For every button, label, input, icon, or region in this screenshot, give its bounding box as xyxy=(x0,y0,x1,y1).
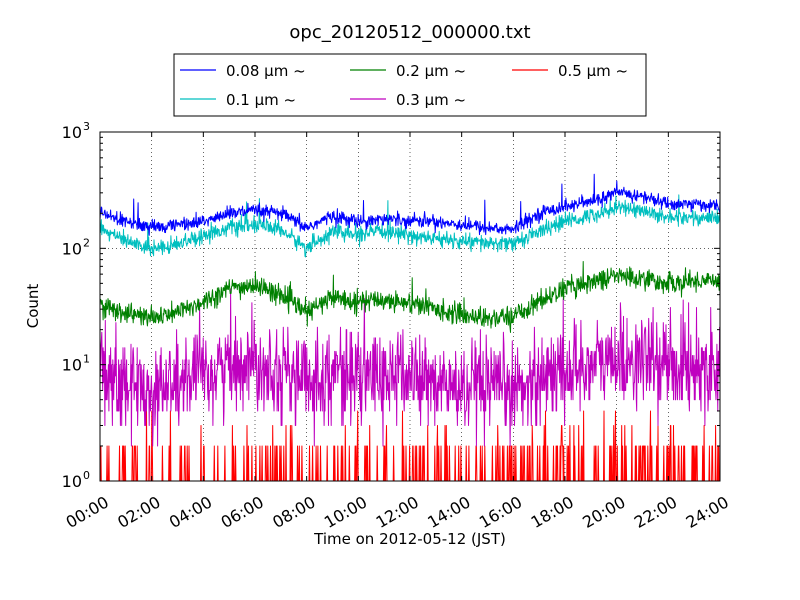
y-tick-exponent: 1 xyxy=(83,353,90,366)
legend-label: 0.5 μm ~ xyxy=(558,62,628,80)
series-line xyxy=(99,288,721,447)
x-tick-label: 22:00 xyxy=(631,492,680,532)
y-tick-label: 10 xyxy=(62,356,82,375)
legend-label: 0.08 μm ~ xyxy=(226,62,306,80)
legend-label: 0.3 μm ~ xyxy=(396,91,466,109)
x-tick-label: 08:00 xyxy=(269,492,318,532)
legend: 0.08 μm ~ 0.1 μm ~ 0.2 μm ~ 0.3 μm ~ 0.5 μm … xyxy=(173,53,647,117)
x-tick-label: 16:00 xyxy=(476,492,525,532)
x-tick-label: 18:00 xyxy=(528,492,577,532)
y-tick-exponent: 2 xyxy=(83,236,90,249)
x-tick-label: 06:00 xyxy=(218,492,267,532)
y-tick-label: 10 xyxy=(62,239,82,258)
legend-label: 0.2 μm ~ xyxy=(396,62,466,80)
x-tick-labels: 00:00 02:00 04:00 06:00 08:00 10:00 12:00 14:00… xyxy=(63,492,732,532)
chart-title: opc_20120512_000000.txt xyxy=(289,22,530,43)
tick-marks xyxy=(99,132,721,482)
x-tick-label: 24:00 xyxy=(683,492,732,532)
x-axis-label: Time on 2012-05-12 (JST) xyxy=(313,530,506,548)
x-tick-label: 02:00 xyxy=(114,492,163,532)
y-axis-label: Count xyxy=(24,284,42,329)
x-tick-label: 14:00 xyxy=(424,492,473,532)
legend-label: 0.1 μm ~ xyxy=(226,91,296,109)
y-tick-label: 10 xyxy=(62,123,82,142)
y-tick-label: 10 xyxy=(62,472,82,491)
y-tick-exponent: 0 xyxy=(83,469,90,482)
series-line xyxy=(99,194,721,258)
x-tick-label: 04:00 xyxy=(166,492,215,532)
grid xyxy=(100,132,720,481)
x-tick-label: 20:00 xyxy=(579,492,628,532)
x-tick-label: 12:00 xyxy=(373,492,422,532)
x-tick-label: 10:00 xyxy=(321,492,370,532)
series-line xyxy=(99,261,721,333)
legend-frame xyxy=(173,53,647,117)
y-tick-exponent: 3 xyxy=(83,120,90,133)
x-tick-label: 00:00 xyxy=(63,492,112,532)
plot-area xyxy=(99,131,721,482)
series-line xyxy=(99,173,721,236)
